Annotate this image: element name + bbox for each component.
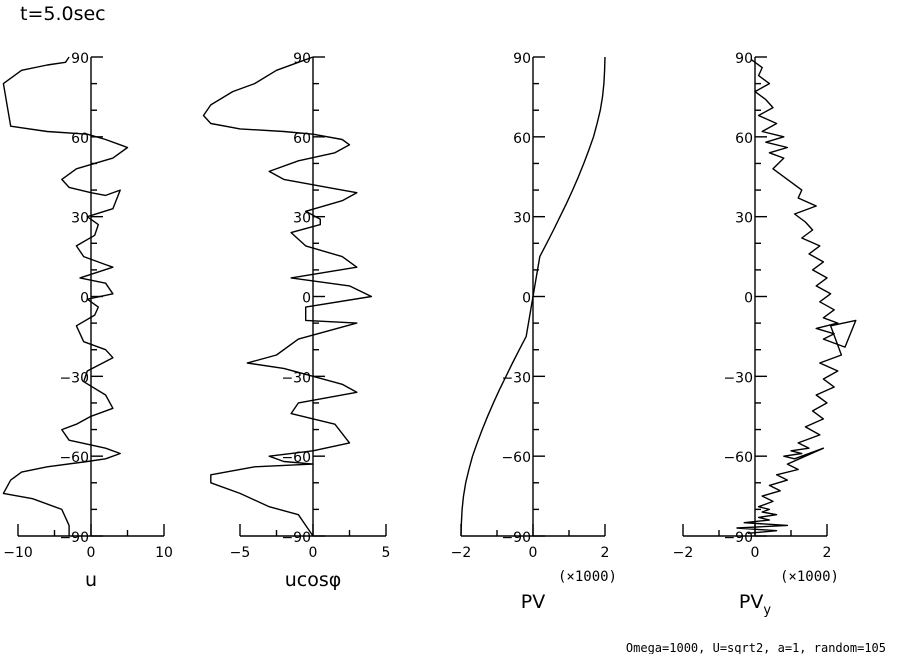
x-tick-label: 2 bbox=[823, 545, 832, 561]
y-tick-label: 90 bbox=[71, 51, 89, 67]
y-tick-label: −60 bbox=[501, 450, 531, 466]
y-tick-label: 0 bbox=[302, 291, 311, 307]
y-tick-label: 0 bbox=[522, 291, 531, 307]
y-tick-label: −90 bbox=[501, 530, 531, 546]
y-tick-label: 30 bbox=[513, 211, 531, 227]
y-tick-label: −90 bbox=[723, 530, 753, 546]
y-tick-label: 60 bbox=[513, 131, 531, 147]
x-axis-label: ucosφ bbox=[285, 569, 342, 591]
y-tick-label: −30 bbox=[501, 370, 531, 386]
y-tick-label: 0 bbox=[80, 291, 89, 307]
x-tick-label: 0 bbox=[309, 545, 318, 561]
x-axis-label: u bbox=[85, 569, 97, 591]
x-axis-label: PVy bbox=[739, 591, 771, 618]
y-tick-label: −30 bbox=[59, 370, 89, 386]
x-tick-label: 0 bbox=[529, 545, 538, 561]
y-tick-label: 60 bbox=[71, 131, 89, 147]
y-tick-label: −60 bbox=[723, 450, 753, 466]
y-tick-label: 90 bbox=[513, 51, 531, 67]
y-tick-label: 60 bbox=[735, 131, 753, 147]
x-tick-label: 0 bbox=[751, 545, 760, 561]
series-line bbox=[460, 56, 606, 537]
x-tick-label: 10 bbox=[155, 545, 173, 561]
y-tick-label: 0 bbox=[744, 291, 753, 307]
series-line bbox=[202, 56, 373, 537]
chart-panel-3: −2 0 2 −90 −60 −30 0 30 60 90 PV (×1000) bbox=[451, 51, 617, 613]
y-tick-label: −90 bbox=[281, 530, 311, 546]
x-axis-label: PV bbox=[521, 591, 545, 613]
y-tick-label: 60 bbox=[293, 131, 311, 147]
footer-parameters: Omega=1000, U=sqrt2, a=1, random=105 bbox=[626, 641, 886, 654]
chart-panel-4: −2 0 2 −90 −60 −30 0 30 60 90 PVy (×1000) bbox=[673, 51, 857, 618]
x-tick-label: −10 bbox=[3, 545, 33, 561]
y-tick-label: −30 bbox=[723, 370, 753, 386]
y-tick-label: 30 bbox=[293, 211, 311, 227]
y-tick-label: −90 bbox=[59, 530, 89, 546]
x-scale-note: (×1000) bbox=[780, 569, 839, 585]
y-tick-label: 90 bbox=[735, 51, 753, 67]
x-tick-label: 0 bbox=[87, 545, 96, 561]
x-tick-label: 2 bbox=[601, 545, 610, 561]
chart-title: t=5.0sec bbox=[20, 3, 106, 25]
x-tick-label: −2 bbox=[673, 545, 694, 561]
x-tick-label: −2 bbox=[451, 545, 472, 561]
y-tick-label: −30 bbox=[281, 370, 311, 386]
series-line bbox=[736, 59, 857, 534]
y-tick-label: 30 bbox=[71, 211, 89, 227]
x-tick-label: −5 bbox=[230, 545, 251, 561]
x-tick-label: 5 bbox=[382, 545, 391, 561]
y-tick-label: 30 bbox=[735, 211, 753, 227]
series-line bbox=[2, 56, 129, 536]
x-scale-note: (×1000) bbox=[558, 569, 617, 585]
chart-panels: −10 0 10 −90 −60 −30 0 30 60 90 u −5 0 5 −90 −60 −30 0 30 6… bbox=[2, 51, 857, 618]
